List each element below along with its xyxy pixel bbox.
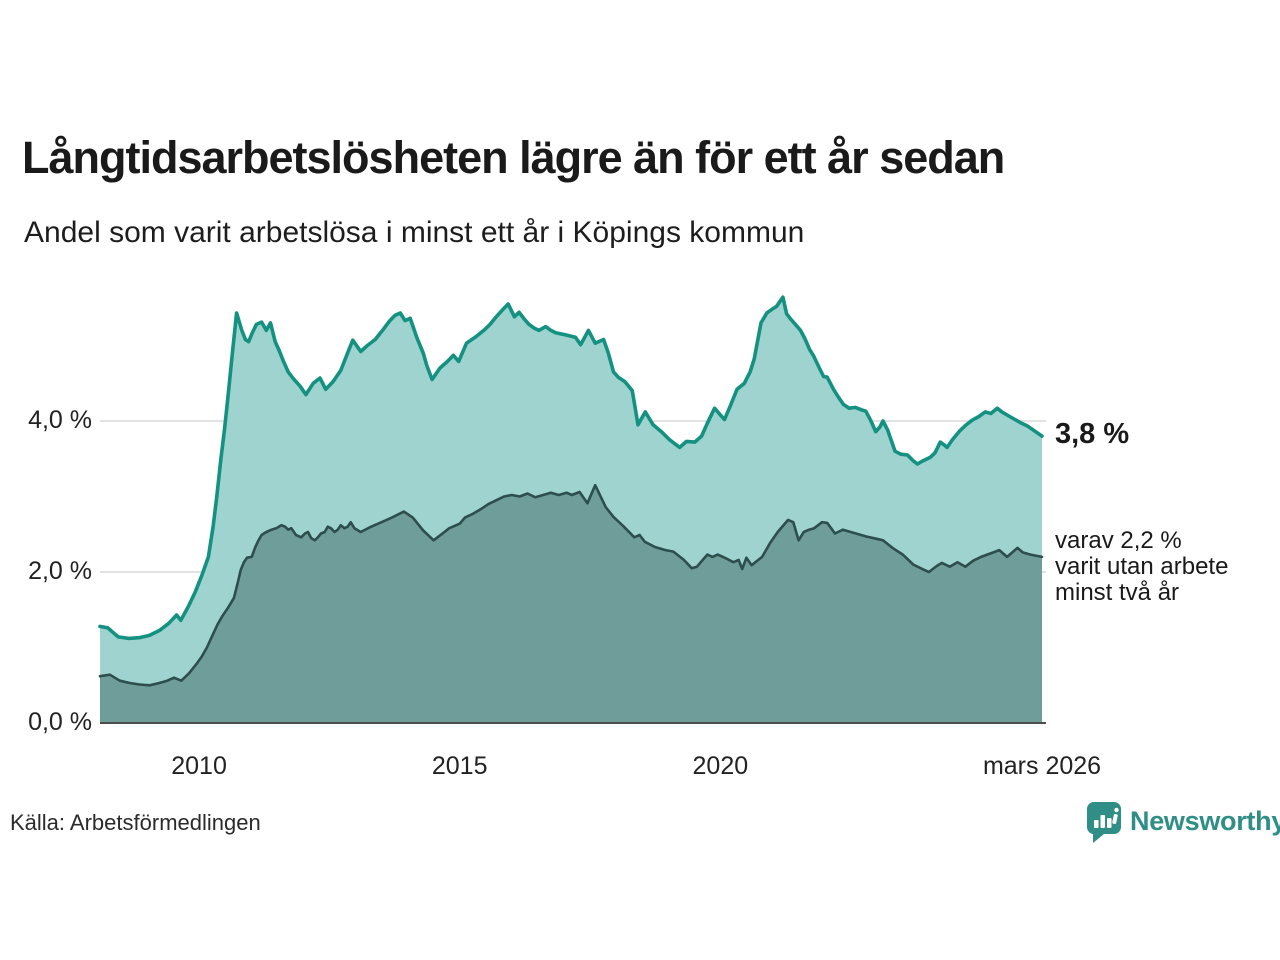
x-axis-tick-mars-2026: mars 2026 (982, 752, 1102, 780)
chart-title: Långtidsarbetslösheten lägre än för ett … (22, 132, 1005, 183)
newsworthy-bubble-chart-icon (1087, 802, 1121, 843)
y-axis-tick-2: 2,0 % (28, 557, 92, 585)
x-axis-tick-2015: 2015 (431, 752, 488, 780)
newsworthy-logo[interactable]: Newsworthy (1087, 802, 1280, 844)
annotation-line-1: varav 2,2 % (1055, 527, 1182, 554)
annotation-line-2: varit utan arbete (1055, 553, 1229, 580)
x-axis-tick-2020: 2020 (692, 752, 749, 780)
x-axis-tick-2010: 2010 (171, 752, 227, 780)
very-long-term-annotation: varav 2,2 % varit utan arbete minst två … (1055, 528, 1228, 606)
source-attribution: Källa: Arbetsförmedlingen (10, 810, 261, 835)
annotation-line-3: minst två år (1055, 579, 1180, 606)
y-axis-tick-0: 0,0 % (28, 708, 92, 736)
latest-value-label: 3,8 % (1055, 418, 1130, 450)
y-axis-tick-4: 4,0 % (28, 406, 92, 434)
chart-subtitle: Andel som varit arbetslösa i minst ett å… (24, 216, 805, 249)
newsworthy-wordmark: Newsworthy (1130, 806, 1280, 836)
